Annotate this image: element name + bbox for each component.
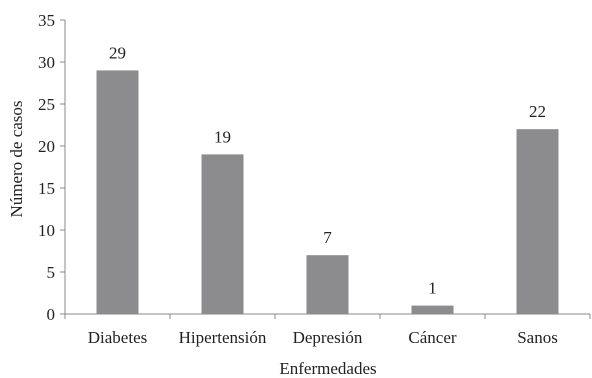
bar-value-label: 29	[109, 43, 126, 62]
bar	[516, 129, 559, 314]
y-tick-label: 25	[38, 95, 55, 114]
data-labels: 29 19 7 1 22	[109, 43, 546, 297]
bar-value-label: 1	[428, 279, 437, 298]
x-axis-title: Enfermedades	[279, 359, 376, 378]
y-tick-label: 15	[38, 179, 55, 198]
x-category-label: Diabetes	[88, 328, 147, 347]
x-category-label: Hipertensión	[179, 328, 267, 347]
y-tick-label: 30	[38, 53, 55, 72]
bars	[96, 70, 559, 315]
y-tick-label: 20	[38, 137, 55, 156]
y-axis: 0 5 10 15 20 25 30 35	[38, 11, 66, 324]
y-tick-label: 10	[38, 221, 55, 240]
bar	[306, 255, 349, 314]
y-tick-label: 5	[47, 263, 56, 282]
y-tick-label: 35	[38, 11, 55, 30]
bar-value-label: 22	[529, 102, 546, 121]
bar-value-label: 7	[323, 228, 332, 247]
x-category-label: Sanos	[517, 328, 558, 347]
bar-value-label: 19	[214, 127, 231, 146]
y-axis-title: Número de casos	[7, 100, 26, 217]
bar	[411, 305, 454, 314]
x-axis: Diabetes Hipertensión Depresión Cáncer Sanos	[64, 313, 591, 347]
x-category-label: Cáncer	[408, 328, 456, 347]
bar	[201, 154, 244, 314]
x-category-label: Depresión	[293, 328, 363, 347]
bar	[96, 70, 139, 315]
y-tick-label: 0	[47, 305, 56, 324]
